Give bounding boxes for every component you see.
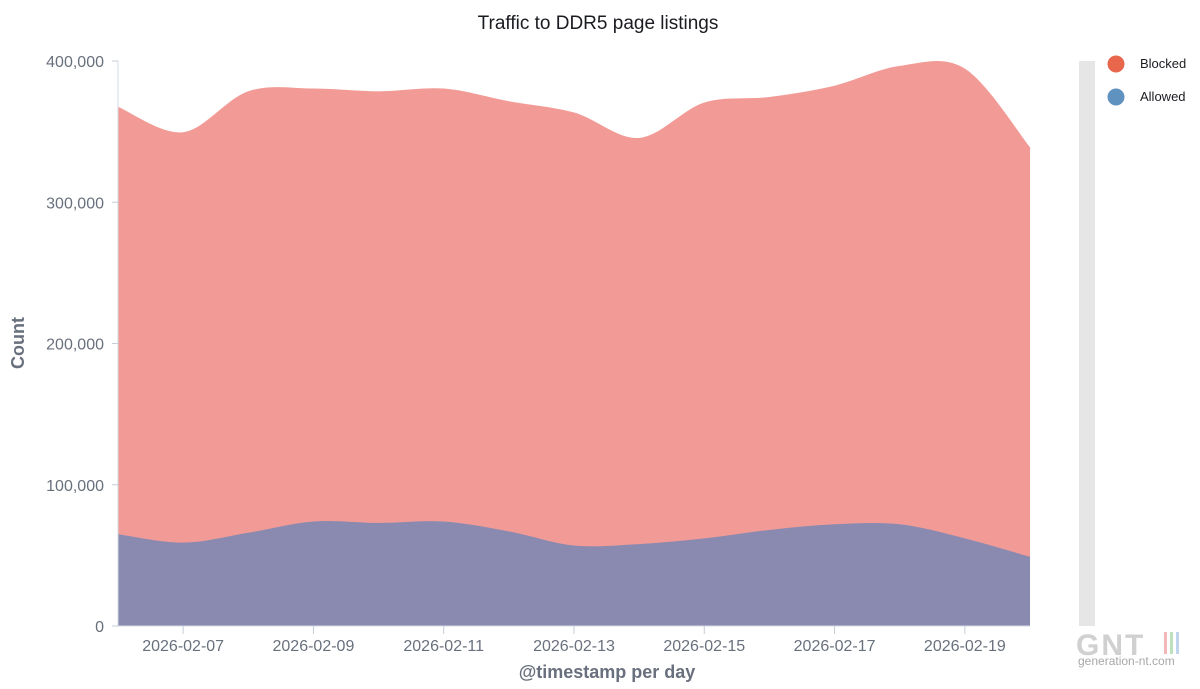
watermark-bar: [1176, 632, 1179, 654]
x-tick-label: 2026-02-07: [142, 638, 224, 655]
y-tick-label: 100,000: [46, 478, 104, 495]
legend-scrollbar[interactable]: [1079, 61, 1095, 626]
x-tick-label: 2026-02-11: [403, 638, 484, 655]
y-tick-label: 200,000: [46, 337, 104, 354]
x-tick-label: 2026-02-09: [273, 638, 355, 655]
watermark-logo: GNT: [1076, 629, 1145, 662]
legend-swatch-blocked: [1107, 55, 1125, 73]
watermark: GNT generation-nt.com: [1076, 629, 1179, 668]
y-axis: 0 100,000 200,000 300,000 400,000: [46, 54, 119, 636]
y-tick-label: 0: [95, 619, 104, 636]
watermark-bar: [1170, 632, 1173, 654]
legend-label-allowed: Allowed: [1140, 89, 1186, 104]
x-axis-title: @timestamp per day: [519, 662, 696, 682]
legend-label-blocked: Blocked: [1140, 56, 1186, 71]
x-axis: 2026-02-07 2026-02-09 2026-02-11 2026-02-13…: [118, 625, 1030, 655]
area-allowed: [118, 520, 1030, 626]
plot-areas: [117, 60, 1031, 626]
watermark-site: generation-nt.com: [1078, 654, 1175, 668]
chart-title: Traffic to DDR5 page listings: [478, 13, 719, 34]
legend-swatch-allowed: [1107, 88, 1125, 106]
y-tick-label: 300,000: [46, 195, 104, 212]
legend: Blocked Allowed: [1107, 55, 1186, 106]
x-tick-label: 2026-02-13: [533, 638, 615, 655]
watermark-bar: [1164, 632, 1167, 654]
y-axis-title: Count: [8, 317, 28, 369]
x-tick-label: 2026-02-17: [794, 638, 876, 655]
area-blocked: [118, 61, 1030, 557]
x-tick-label: 2026-02-15: [663, 638, 745, 655]
y-tick-label: 400,000: [46, 54, 104, 71]
x-tick-label: 2026-02-19: [924, 638, 1006, 655]
